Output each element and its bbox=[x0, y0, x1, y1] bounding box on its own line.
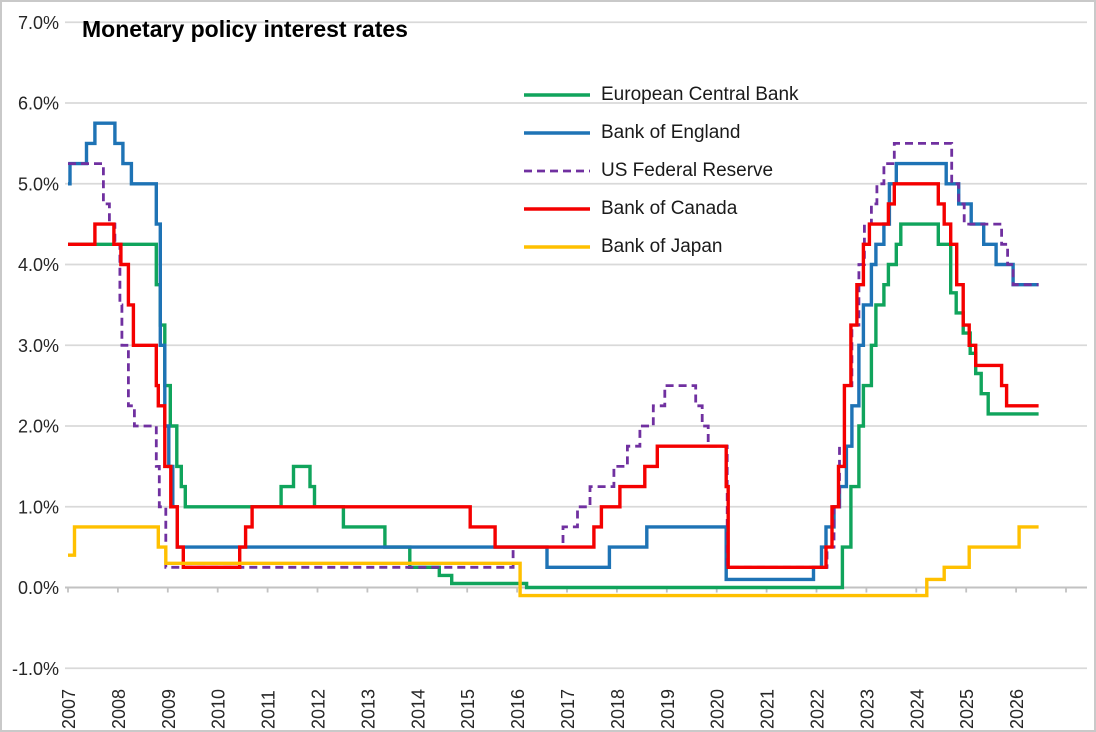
x-axis-tick-label: 2023 bbox=[857, 689, 877, 729]
x-axis-tick-label: 2011 bbox=[259, 690, 279, 729]
y-axis-tick-label: -1.0% bbox=[12, 659, 59, 679]
legend-label: US Federal Reserve bbox=[601, 160, 774, 181]
legend-item: Bank of England bbox=[522, 114, 799, 152]
legend-item: European Central Bank bbox=[522, 76, 799, 114]
x-axis-tick-label: 2007 bbox=[59, 689, 79, 729]
legend-item: Bank of Japan bbox=[522, 228, 799, 266]
legend-label: Bank of Japan bbox=[601, 236, 723, 257]
series-line-bank-of-canada bbox=[68, 182, 1039, 569]
x-axis-tick-label: 2009 bbox=[159, 689, 179, 729]
legend-line-swatch bbox=[524, 131, 590, 135]
x-axis-tick-label: 2024 bbox=[907, 689, 927, 729]
legend-label: Bank of Canada bbox=[601, 198, 738, 219]
legend-line-swatch bbox=[524, 207, 590, 211]
y-axis-tick-label: 3.0% bbox=[18, 336, 59, 356]
y-axis-tick-label: 4.0% bbox=[18, 255, 59, 275]
legend-label: Bank of England bbox=[601, 122, 741, 143]
series-line-bank-of-england bbox=[68, 121, 1039, 582]
x-axis-tick-label: 2008 bbox=[109, 689, 129, 729]
x-axis-tick-label: 2010 bbox=[209, 689, 229, 729]
y-axis-tick-label: 5.0% bbox=[18, 174, 59, 194]
series-line-bank-of-japan bbox=[68, 525, 1039, 598]
legend-line-swatch bbox=[524, 169, 590, 173]
y-axis-tick-label: 2.0% bbox=[18, 417, 59, 437]
x-axis-tick-label: 2020 bbox=[708, 689, 728, 729]
y-axis-tick-label: 7.0% bbox=[18, 13, 59, 33]
series-line-us-federal-reserve bbox=[68, 142, 1039, 569]
y-axis-tick-label: 1.0% bbox=[18, 497, 59, 517]
chart-title: Monetary policy interest rates bbox=[82, 16, 408, 42]
legend-line-swatch bbox=[524, 245, 590, 249]
x-axis-tick-label: 2019 bbox=[658, 689, 678, 729]
x-axis-tick-label: 2013 bbox=[358, 689, 378, 729]
x-axis-tick-label: 2012 bbox=[309, 689, 329, 729]
x-axis-tick-label: 2015 bbox=[458, 689, 478, 729]
x-axis-tick-label: 2018 bbox=[608, 689, 628, 729]
legend: European Central Bank Bank of England US F… bbox=[522, 76, 799, 266]
legend-item: US Federal Reserve bbox=[522, 152, 799, 190]
x-axis-tick-label: 2022 bbox=[808, 689, 828, 729]
x-axis-tick-label: 2014 bbox=[408, 689, 428, 729]
legend-label: European Central Bank bbox=[601, 84, 799, 105]
y-axis-tick-label: 6.0% bbox=[18, 94, 59, 114]
x-axis-tick-label: 2021 bbox=[758, 689, 778, 729]
x-axis-tick-label: 2026 bbox=[1007, 689, 1027, 729]
series-line-european-central-bank bbox=[68, 222, 1039, 590]
y-axis-tick-label: 0.0% bbox=[18, 578, 59, 598]
x-axis-tick-label: 2025 bbox=[957, 689, 977, 729]
legend-item: Bank of Canada bbox=[522, 190, 799, 228]
x-axis-tick-label: 2017 bbox=[558, 689, 578, 729]
legend-line-swatch bbox=[524, 93, 590, 97]
x-axis-tick-label: 2016 bbox=[508, 689, 528, 729]
